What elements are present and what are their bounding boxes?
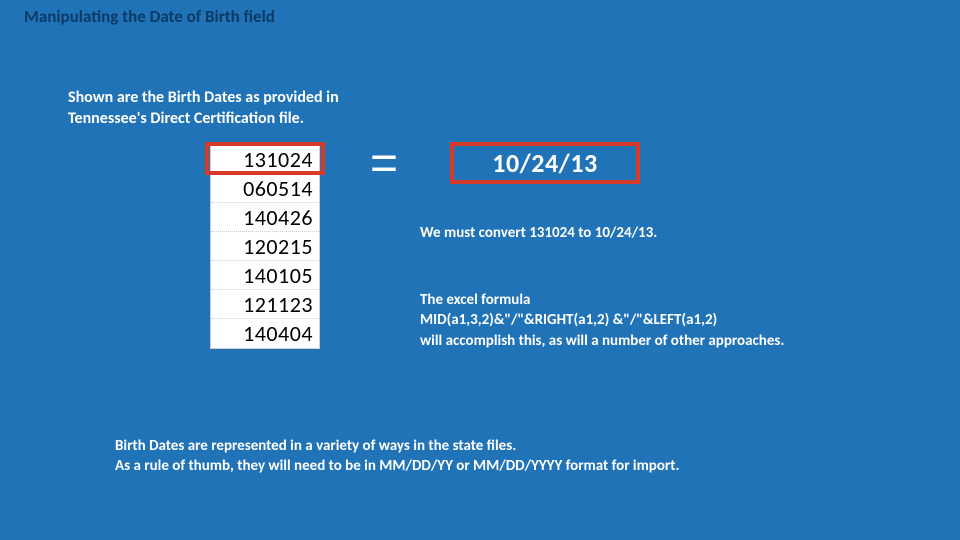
intro-line-1: Shown are the Birth Dates as provided in — [68, 88, 339, 107]
source-highlight-rectangle — [205, 142, 325, 175]
formula-line-3: will accomplish this, as will a number o… — [420, 332, 784, 350]
formula-line-2: MID(a1,3,2)&"/"&RIGHT(a1,2) &"/"&LEFT(a1… — [420, 311, 717, 329]
data-cell: 120215 — [211, 232, 319, 261]
result-value: 10/24/13 — [492, 147, 597, 179]
data-cell: 140426 — [211, 203, 319, 232]
footer-line-1: Birth Dates are represented in a variety… — [115, 437, 516, 455]
intro-paragraph: Shown are the Birth Dates as provided in… — [68, 88, 408, 130]
data-cell: 140105 — [211, 261, 319, 290]
equals-symbol: = — [370, 136, 398, 191]
footer-note: Birth Dates are represented in a variety… — [115, 436, 895, 477]
data-cell: 121123 — [211, 290, 319, 319]
intro-line-2: Tennessee's Direct Certification file. — [68, 109, 304, 128]
footer-line-2: As a rule of thumb, they will need to be… — [115, 457, 679, 475]
convert-instruction: We must convert 131024 to 10/24/13. — [420, 224, 657, 242]
slide-title: Manipulating the Date of Birth field — [24, 6, 275, 27]
formula-line-1: The excel formula — [420, 291, 530, 309]
formula-explanation: The excel formula MID(a1,3,2)&"/"&RIGHT(… — [420, 290, 920, 351]
data-cell: 060514 — [211, 174, 319, 203]
result-highlight-rectangle: 10/24/13 — [450, 142, 640, 184]
data-cell: 140404 — [211, 319, 319, 348]
